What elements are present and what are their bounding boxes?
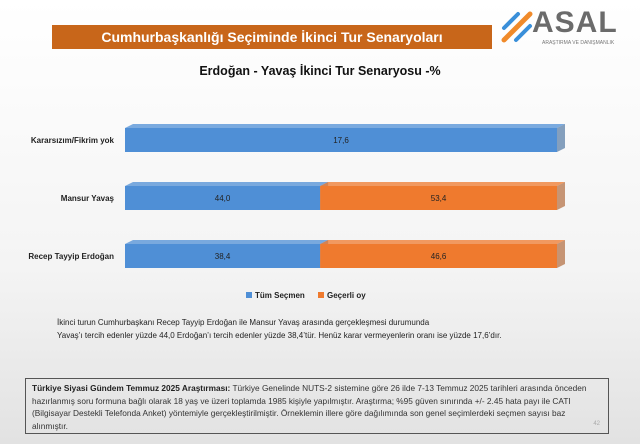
page-number: 42 [593, 420, 600, 427]
bar-segment [125, 186, 321, 210]
data-label: 53,4 [431, 194, 447, 203]
slide-title-bar: Cumhurbaşkanlığı Seçiminde İkinci Tur Se… [52, 25, 492, 49]
legend-swatch [318, 292, 324, 298]
methodology-title: Türkiye Siyasi Gündem Temmuz 2025 Araştı… [32, 383, 231, 393]
methodology-text: Türkiye Genelinde NUTS-2 sistemine göre … [32, 383, 587, 431]
bar-segment [125, 128, 557, 152]
slide-title: Cumhurbaşkanlığı Seçiminde İkinci Tur Se… [101, 29, 443, 45]
bar-side [557, 182, 565, 210]
bar-segment [320, 186, 557, 210]
methodology-box: Türkiye Siyasi Gündem Temmuz 2025 Araştı… [25, 378, 609, 434]
logo-subtitle: ARAŞTIRMA VE DANIŞMANLIK [542, 40, 615, 46]
asal-logo: ASAL ARAŞTIRMA VE DANIŞMANLIK [500, 6, 630, 48]
bar-top [320, 182, 565, 186]
bar-side [557, 124, 565, 152]
legend-label: Geçerli oy [327, 291, 366, 300]
category-label: Mansur Yavaş [61, 194, 115, 203]
category-label: Recep Tayyip Erdoğan [28, 252, 114, 261]
legend-swatch [246, 292, 252, 298]
bar-top [125, 240, 329, 244]
logo-mark-icon [501, 11, 533, 43]
data-label: 44,0 [215, 194, 231, 203]
logo-text: ASAL [532, 6, 618, 39]
bar-top [125, 124, 565, 128]
data-label: 17,6 [333, 136, 349, 145]
bar-segment [320, 244, 557, 268]
bar-top [125, 182, 329, 186]
chart: Kararsızım/Fikrim yok 17,6 Mansur Yavaş 44,… [28, 124, 565, 300]
data-label: 38,4 [215, 252, 231, 261]
data-label: 46,6 [431, 252, 447, 261]
chart-title: Erdoğan - Yavaş İkinci Tur Senaryosu -% [199, 64, 441, 78]
note-line-2: Yavaş’ı tercih edenler yüzde 44,0 Erdoğa… [57, 331, 502, 340]
note-line-1: İkinci turun Cumhurbaşkanı Recep Tayyip … [57, 318, 430, 327]
bar-segment [125, 244, 321, 268]
bar-side [557, 240, 565, 268]
legend-label: Tüm Seçmen [255, 291, 305, 300]
category-label: Kararsızım/Fikrim yok [31, 136, 115, 145]
chart-note: İkinci turun Cumhurbaşkanı Recep Tayyip … [57, 316, 502, 342]
bar-top [320, 240, 565, 244]
